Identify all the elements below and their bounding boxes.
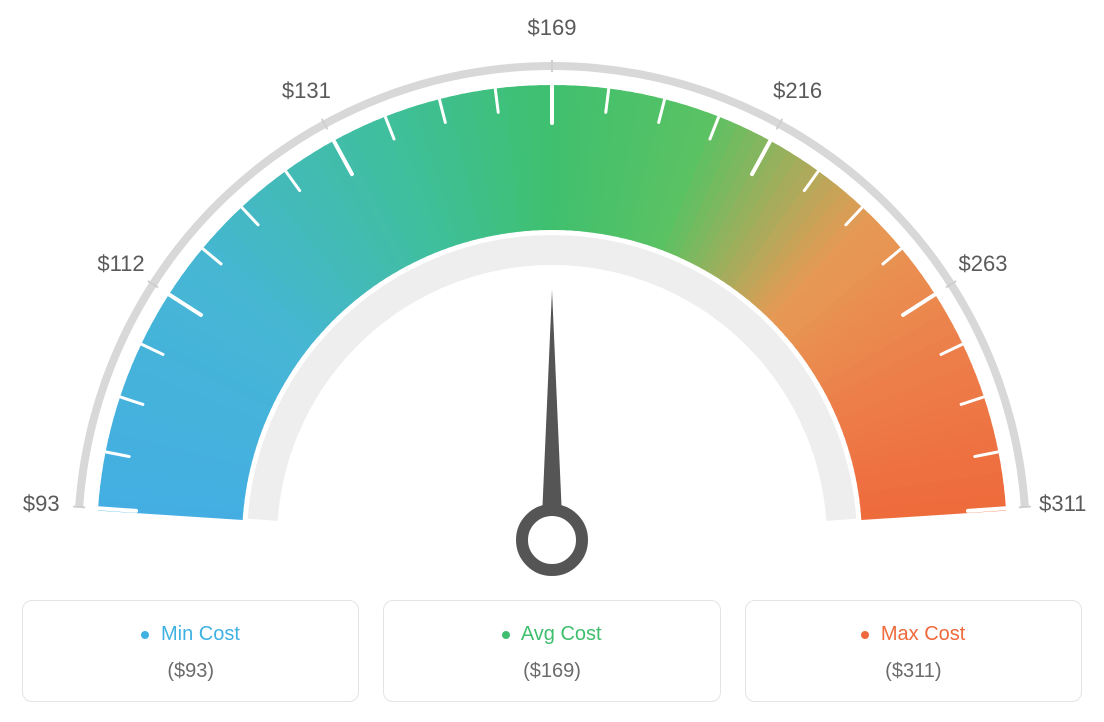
legend-label-avg: Avg Cost bbox=[521, 623, 602, 645]
legend-card-min: Min Cost ($93) bbox=[22, 600, 359, 702]
legend-row: Min Cost ($93) Avg Cost ($169) Max Cost … bbox=[22, 600, 1082, 702]
dot-icon bbox=[502, 631, 510, 639]
legend-label-min: Min Cost bbox=[161, 623, 240, 645]
legend-label-max: Max Cost bbox=[881, 623, 965, 645]
legend-value-max: ($311) bbox=[756, 660, 1071, 683]
gauge-tick-label: $169 bbox=[528, 15, 577, 41]
gauge-tick-label: $112 bbox=[97, 251, 144, 277]
legend-card-avg: Avg Cost ($169) bbox=[383, 600, 720, 702]
legend-title-max: Max Cost bbox=[756, 623, 1071, 646]
legend-title-avg: Avg Cost bbox=[394, 623, 709, 646]
gauge-tick-label: $263 bbox=[959, 251, 1008, 277]
gauge-svg bbox=[22, 20, 1082, 580]
gauge-tick-label: $131 bbox=[282, 78, 331, 104]
gauge-chart: $93$112$131$169$216$263$311 bbox=[22, 20, 1082, 580]
gauge-tick-label: $93 bbox=[23, 491, 60, 517]
legend-card-max: Max Cost ($311) bbox=[745, 600, 1082, 702]
legend-value-min: ($93) bbox=[33, 660, 348, 683]
legend-title-min: Min Cost bbox=[33, 623, 348, 646]
gauge-tick-label: $216 bbox=[773, 78, 822, 104]
dot-icon bbox=[141, 631, 149, 639]
legend-value-avg: ($169) bbox=[394, 660, 709, 683]
dot-icon bbox=[861, 631, 869, 639]
gauge-tick-label: $311 bbox=[1039, 491, 1086, 517]
